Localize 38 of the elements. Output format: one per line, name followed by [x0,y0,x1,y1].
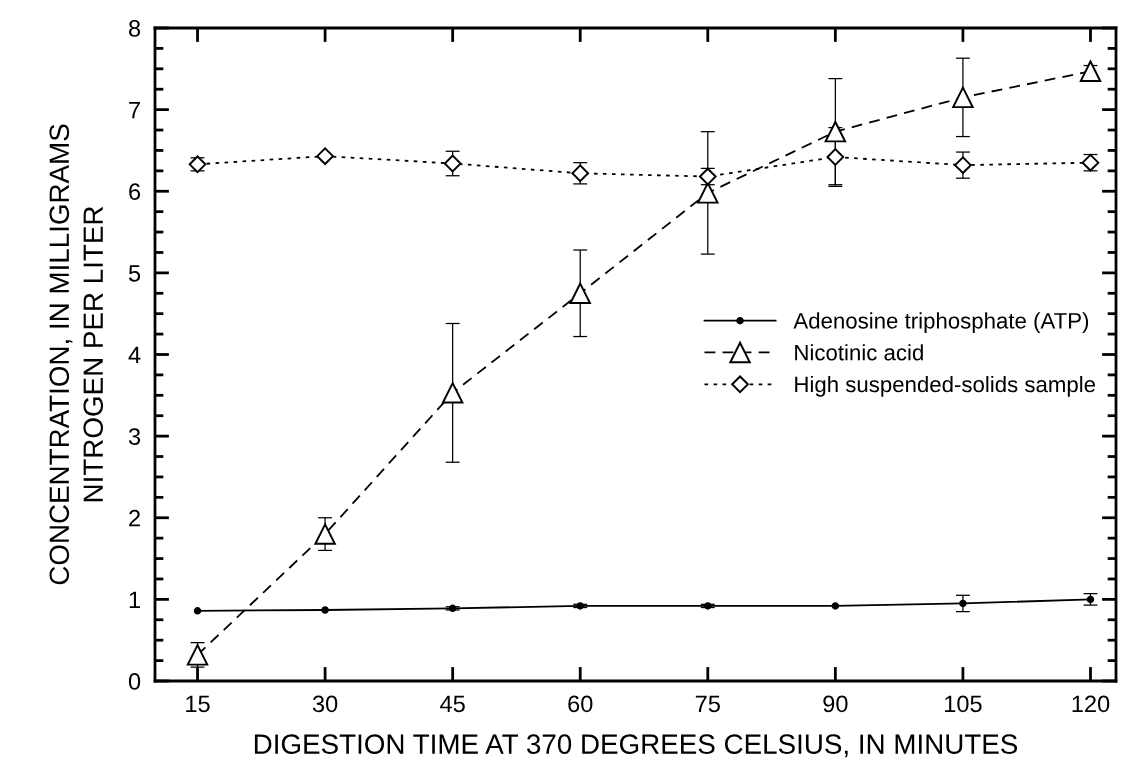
x-tick-label: 90 [823,695,848,713]
point [697,182,719,204]
legend-label: High suspended-solids sample [795,375,1096,397]
point [826,148,845,166]
point [321,606,329,614]
point [959,599,967,608]
y-tick-label: 8 [129,20,141,37]
y-tick-label: 4 [128,346,141,364]
x-tick-label: 60 [568,695,593,713]
legend-label: Adenosine triphosphate (ATP) [793,312,1089,334]
x-tick-label: 105 [945,695,982,713]
point [193,607,202,615]
x-tick-label: 30 [312,695,338,713]
point [443,154,462,173]
point [1079,60,1102,82]
point [831,602,840,610]
point [954,156,972,174]
point [314,523,336,545]
point [569,282,591,304]
y-axis-title: CONCENTRATION, IN MILLIGRAMS NITROGEN PER LITER [49,124,104,585]
y-tick-label: 6 [129,183,141,201]
point [441,382,464,404]
point [448,604,457,613]
point [316,147,334,165]
x-tick-label: 45 [440,695,465,713]
x-tick-label: 120 [1072,695,1110,713]
y-tick-label: 5 [128,265,141,282]
x-tick-label: 15 [186,695,210,713]
point [952,86,974,109]
x-axis-title: DIGESTION TIME AT 370 DEGREES CELSIUS, IN MINUTES [254,734,1018,758]
legend-label: Nicotinic acid [795,344,923,361]
y-tick-label: 2 [129,509,140,527]
y-tick-label: 1 [129,591,140,608]
x-tick-label: 75 [695,695,720,713]
y-tick-label: 0 [128,673,141,690]
y-tick-label: 3 [128,428,141,445]
y-tick-label: 7 [129,101,140,119]
point [824,120,847,143]
